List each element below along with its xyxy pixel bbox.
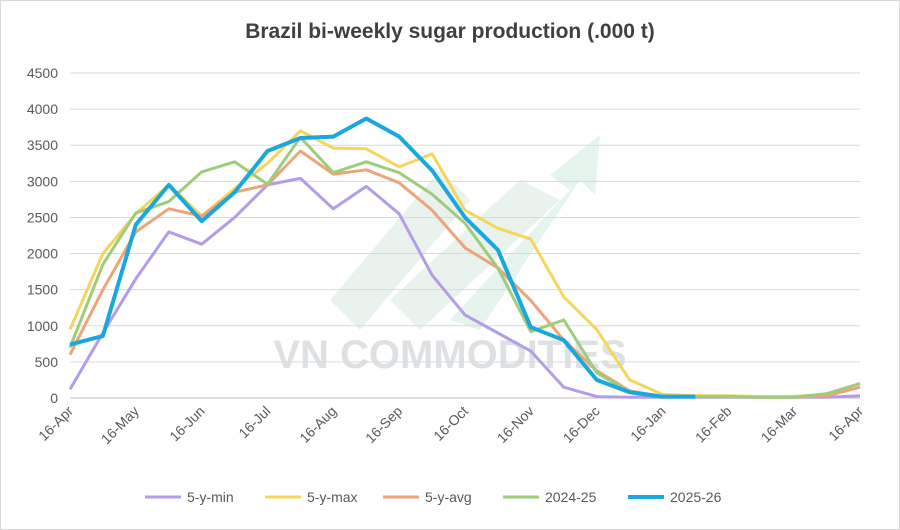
y-tick-label: 3000: [27, 173, 58, 189]
y-tick-label: 3500: [27, 137, 58, 153]
legend-label: 5-y-avg: [425, 489, 472, 505]
y-tick-label: 0: [50, 390, 58, 406]
y-tick-label: 1000: [27, 318, 58, 334]
legend-label: 5-y-max: [307, 489, 358, 505]
y-tick-label: 2000: [27, 246, 58, 262]
y-tick-label: 500: [35, 354, 59, 370]
legend-label: 2024-25: [545, 489, 597, 505]
series-line: [69, 116, 696, 399]
series-line: [68, 135, 861, 399]
y-tick-label: 4500: [27, 65, 58, 81]
y-tick-label: 4000: [27, 101, 58, 117]
watermark: VN COMMODITIES: [273, 333, 626, 377]
legend-label: 5-y-min: [187, 489, 234, 505]
watermark-arrow: [450, 135, 600, 330]
chart-title: Brazil bi-weekly sugar production (.000 …: [245, 20, 655, 43]
legend-label: 2025-26: [670, 489, 722, 505]
y-tick-label: 1500: [27, 282, 58, 298]
y-tick-label: 2500: [27, 209, 58, 225]
